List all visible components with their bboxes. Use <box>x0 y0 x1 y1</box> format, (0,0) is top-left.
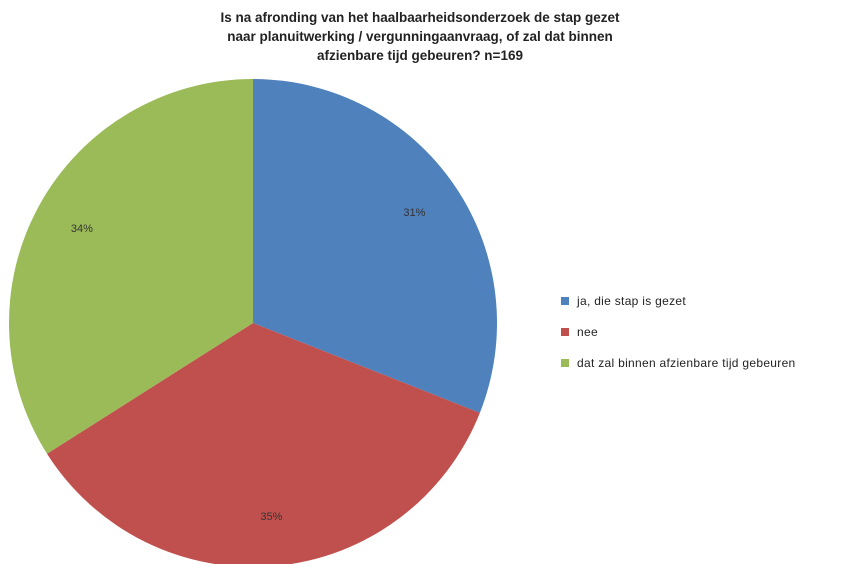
chart-title: Is na afronding van het haalbaarheidsond… <box>170 8 670 65</box>
pie-slice-binnen-afzienbare-tijd <box>9 79 253 454</box>
pie-slice-ja <box>253 79 497 413</box>
legend-item-ja: ja, die stap is gezet <box>561 285 796 316</box>
chart-title-line-3: afzienbare tijd gebeuren? n=169 <box>317 48 523 63</box>
legend-swatch-nee <box>561 327 569 336</box>
legend-swatch-ja <box>561 296 569 305</box>
legend-item-binnen-afzienbare-tijd: dat zal binnen afzienbare tijd gebeuren <box>561 347 796 378</box>
legend-label-ja: ja, die stap is gezet <box>577 293 687 308</box>
chart-title-line-2: naar planuitwerking / vergunningaanvraag… <box>227 29 613 44</box>
pie-label-binnen-afzienbare-tijd: 34% <box>71 223 93 235</box>
pie-label-ja: 31% <box>403 207 425 219</box>
legend-label-binnen-afzienbare-tijd: dat zal binnen afzienbare tijd gebeuren <box>577 355 796 370</box>
pie-label-nee: 35% <box>260 511 282 523</box>
chart-legend: ja, die stap is gezet nee dat zal binnen… <box>561 285 796 378</box>
chart-title-line-1: Is na afronding van het haalbaarheidsond… <box>220 10 620 25</box>
legend-swatch-binnen-afzienbare-tijd <box>561 358 569 367</box>
legend-item-nee: nee <box>561 316 796 347</box>
legend-label-nee: nee <box>577 324 598 339</box>
pie-slice-nee <box>46 323 480 564</box>
